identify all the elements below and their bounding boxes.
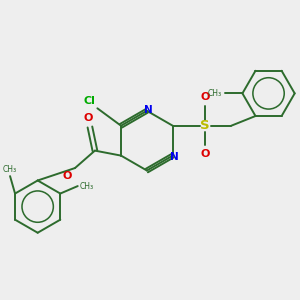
Text: S: S (200, 119, 210, 132)
Text: N: N (144, 105, 152, 115)
Text: O: O (200, 149, 210, 159)
Text: CH₃: CH₃ (80, 182, 94, 190)
Text: O: O (84, 113, 93, 123)
Text: N: N (169, 152, 178, 162)
Text: CH₃: CH₃ (208, 89, 222, 98)
Text: CH₃: CH₃ (3, 165, 17, 174)
Text: Cl: Cl (83, 96, 95, 106)
Text: O: O (200, 92, 210, 102)
Text: O: O (62, 171, 72, 181)
